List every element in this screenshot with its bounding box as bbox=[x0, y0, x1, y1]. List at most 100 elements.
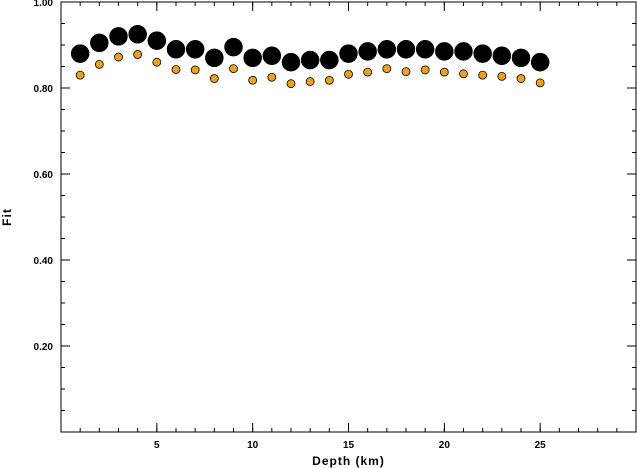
mechanism-compression-quadrant bbox=[474, 45, 492, 56]
mechanism-outline bbox=[339, 44, 358, 63]
focal-mechanism-marker bbox=[166, 40, 186, 59]
mechanism-compression-quadrant bbox=[109, 27, 127, 39]
mechanism-compression-quadrant bbox=[301, 51, 319, 61]
mechanism-compression-quadrant bbox=[320, 51, 338, 61]
mechanism-compression-quadrant bbox=[494, 47, 511, 59]
focal-mechanism-marker bbox=[339, 44, 358, 63]
x-tick-label: 15 bbox=[343, 440, 355, 451]
orange-point bbox=[152, 57, 162, 67]
mechanism-compression-quadrant bbox=[148, 32, 165, 43]
mechanism-compression-lobe bbox=[540, 62, 545, 71]
focal-mechanism-marker bbox=[301, 50, 320, 70]
focal-mechanism-marker bbox=[90, 33, 109, 52]
mechanism-compression-lobe bbox=[195, 49, 203, 56]
mechanism-outline bbox=[71, 44, 90, 63]
focal-mechanism-marker bbox=[377, 40, 396, 59]
focal-mechanism-marker bbox=[262, 46, 281, 65]
focal-mechanism-marker bbox=[396, 40, 416, 59]
mechanism-outline bbox=[186, 40, 205, 59]
mechanism-compression-lobe bbox=[156, 40, 165, 47]
mechanism-outline bbox=[109, 27, 128, 46]
mechanism-outline bbox=[166, 40, 186, 59]
orange-point bbox=[382, 64, 392, 74]
mechanism-compression-quadrant bbox=[455, 42, 472, 54]
focal-mechanism-marker bbox=[511, 48, 531, 68]
mechanism-compression-lobe bbox=[406, 49, 412, 57]
focal-mechanism-marker bbox=[128, 25, 147, 44]
mechanism-outline bbox=[492, 46, 511, 65]
focal-mechanism-marker bbox=[147, 31, 166, 50]
focal-mechanism-marker bbox=[71, 44, 90, 63]
mechanism-outline bbox=[377, 40, 396, 59]
mechanism-compression-lobe bbox=[99, 42, 108, 49]
focal-mechanism-marker bbox=[109, 27, 128, 46]
y-tick-label: 0.60 bbox=[34, 170, 54, 181]
focal-mechanism-marker bbox=[473, 44, 492, 63]
orange-point bbox=[229, 64, 238, 74]
focal-mechanism-series bbox=[71, 25, 550, 72]
mechanism-compression-quadrant bbox=[186, 40, 204, 51]
mechanism-compression-lobe bbox=[501, 55, 507, 64]
orange-points-series bbox=[75, 50, 545, 89]
focal-mechanism-marker bbox=[492, 46, 511, 65]
x-tick-label: 5 bbox=[154, 440, 160, 451]
mechanism-outline bbox=[511, 48, 531, 68]
mechanism-compression-lobe bbox=[271, 55, 279, 63]
mechanism-outline bbox=[435, 42, 454, 61]
x-tick-label: 20 bbox=[439, 440, 451, 451]
focal-mechanism-marker bbox=[358, 42, 377, 61]
mechanism-compression-lobe bbox=[80, 53, 88, 59]
focal-mechanism-marker bbox=[416, 40, 435, 59]
mechanism-compression-lobe bbox=[252, 57, 260, 65]
mechanism-outline bbox=[454, 42, 473, 61]
mechanism-outline bbox=[224, 38, 243, 57]
mechanism-compression-lobe bbox=[367, 51, 374, 59]
mechanism-compression-lobe bbox=[425, 49, 431, 57]
mechanism-outline bbox=[205, 48, 224, 68]
orange-point bbox=[133, 50, 143, 59]
orange-point bbox=[401, 67, 411, 77]
mechanism-outline bbox=[531, 53, 550, 72]
orange-point bbox=[497, 71, 507, 81]
x-tick-label: 25 bbox=[535, 440, 547, 451]
orange-point bbox=[324, 75, 334, 85]
x-axis-title: Depth (km) bbox=[312, 454, 385, 468]
plot-frame bbox=[60, 1, 637, 433]
orange-point bbox=[420, 65, 430, 75]
mechanism-outline bbox=[262, 46, 281, 65]
orange-point bbox=[459, 69, 468, 79]
mechanism-compression-quadrant bbox=[397, 40, 415, 51]
mechanism-compression-lobe bbox=[329, 60, 336, 68]
orange-point bbox=[190, 65, 200, 75]
mechanism-compression-quadrant bbox=[436, 42, 453, 54]
mechanism-compression-quadrant bbox=[129, 25, 146, 37]
orange-point bbox=[516, 74, 526, 83]
orange-point bbox=[94, 59, 104, 69]
orange-point bbox=[209, 74, 219, 83]
focal-mechanism-marker bbox=[435, 42, 454, 61]
orange-point bbox=[114, 52, 123, 62]
mechanism-compression-quadrant bbox=[417, 40, 434, 51]
orange-point bbox=[535, 78, 545, 88]
mechanism-outline bbox=[301, 50, 320, 70]
mechanism-compression-lobe bbox=[310, 60, 317, 68]
focal-mechanism-marker bbox=[320, 50, 339, 70]
mechanism-outline bbox=[396, 40, 416, 59]
focal-mechanism-marker bbox=[243, 48, 262, 68]
mechanism-compression-lobe bbox=[291, 62, 298, 70]
mechanism-compression-quadrant bbox=[90, 34, 108, 46]
mechanism-compression-quadrant bbox=[167, 40, 185, 51]
orange-point bbox=[363, 67, 373, 77]
orange-point bbox=[439, 67, 449, 77]
mechanism-outline bbox=[358, 42, 377, 61]
y-tick-label: 0.20 bbox=[34, 342, 54, 353]
focal-mechanism-marker bbox=[186, 40, 205, 59]
orange-point bbox=[305, 77, 315, 86]
mechanism-outline bbox=[281, 53, 301, 72]
mechanism-compression-lobe bbox=[233, 47, 241, 54]
focal-mechanism-marker bbox=[454, 42, 473, 61]
mechanism-outline bbox=[320, 50, 339, 70]
mechanism-outline bbox=[147, 31, 166, 50]
y-tick-label: 1.00 bbox=[34, 0, 54, 9]
